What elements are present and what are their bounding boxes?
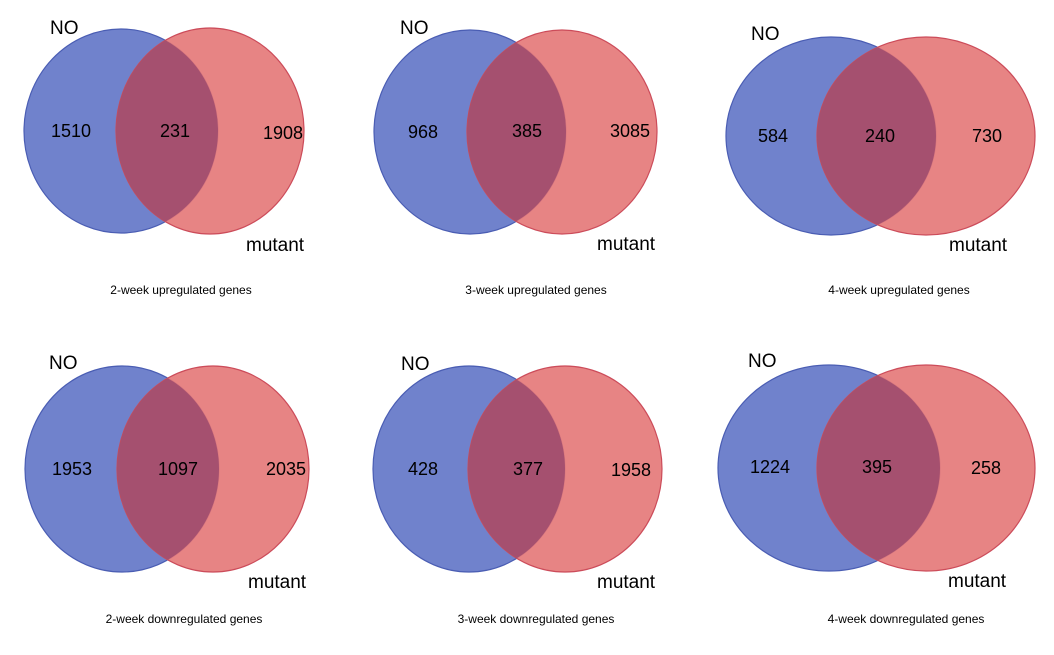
venn-caption: 4-week upregulated genes <box>828 283 969 297</box>
overlap-count: 240 <box>865 126 895 146</box>
set-b-label: mutant <box>248 572 307 593</box>
overlap-count: 1097 <box>158 459 198 479</box>
venn-2-week-up: NO mutant 1510 231 1908 2-week upregulat… <box>23 18 305 297</box>
overlap-region <box>116 29 218 233</box>
only-a-count: 1510 <box>51 121 91 141</box>
set-a-label: NO <box>751 24 780 45</box>
venn-4-week-down: NO mutant 1224 395 258 4-week downregula… <box>717 351 1036 626</box>
set-b-label: mutant <box>246 235 305 256</box>
overlap-count: 231 <box>160 121 190 141</box>
only-b-count: 2035 <box>266 459 306 479</box>
venn-caption: 2-week downregulated genes <box>106 612 263 626</box>
overlap-region <box>817 37 936 235</box>
set-a-label: NO <box>49 353 78 374</box>
venn-3-week-up: NO mutant 968 385 3085 3-week upregulate… <box>373 18 658 297</box>
overlap-region <box>817 365 940 571</box>
only-a-count: 1953 <box>52 459 92 479</box>
only-a-count: 1224 <box>750 457 790 477</box>
only-b-count: 730 <box>972 126 1002 146</box>
set-a-label: NO <box>50 18 79 39</box>
venn-caption: 3-week downregulated genes <box>458 612 615 626</box>
venn-4-week-up: NO mutant 584 240 730 4-week upregulated… <box>725 24 1036 297</box>
venn-2-week-down: NO mutant 1953 1097 2035 2-week downregu… <box>24 353 310 626</box>
set-b-label: mutant <box>597 234 656 255</box>
overlap-region <box>467 30 566 234</box>
overlap-count: 395 <box>862 457 892 477</box>
only-b-count: 1958 <box>611 460 651 480</box>
set-a-label: NO <box>400 18 429 39</box>
overlap-count: 377 <box>513 459 543 479</box>
overlap-count: 385 <box>512 121 542 141</box>
venn-caption: 4-week downregulated genes <box>828 612 985 626</box>
set-b-label: mutant <box>597 572 656 593</box>
only-a-count: 584 <box>758 126 788 146</box>
venn-caption: 2-week upregulated genes <box>110 283 251 297</box>
only-a-count: 968 <box>408 122 438 142</box>
set-a-label: NO <box>748 351 777 372</box>
overlap-region <box>468 366 565 572</box>
only-b-count: 1908 <box>263 123 303 143</box>
venn-3-week-down: NO mutant 428 377 1958 3-week downregula… <box>372 354 663 626</box>
only-b-count: 258 <box>971 458 1001 478</box>
set-a-label: NO <box>401 354 430 375</box>
set-b-label: mutant <box>948 571 1007 592</box>
set-b-label: mutant <box>949 235 1008 256</box>
venn-caption: 3-week upregulated genes <box>465 283 606 297</box>
overlap-region <box>117 366 219 572</box>
only-b-count: 3085 <box>610 121 650 141</box>
only-a-count: 428 <box>408 459 438 479</box>
